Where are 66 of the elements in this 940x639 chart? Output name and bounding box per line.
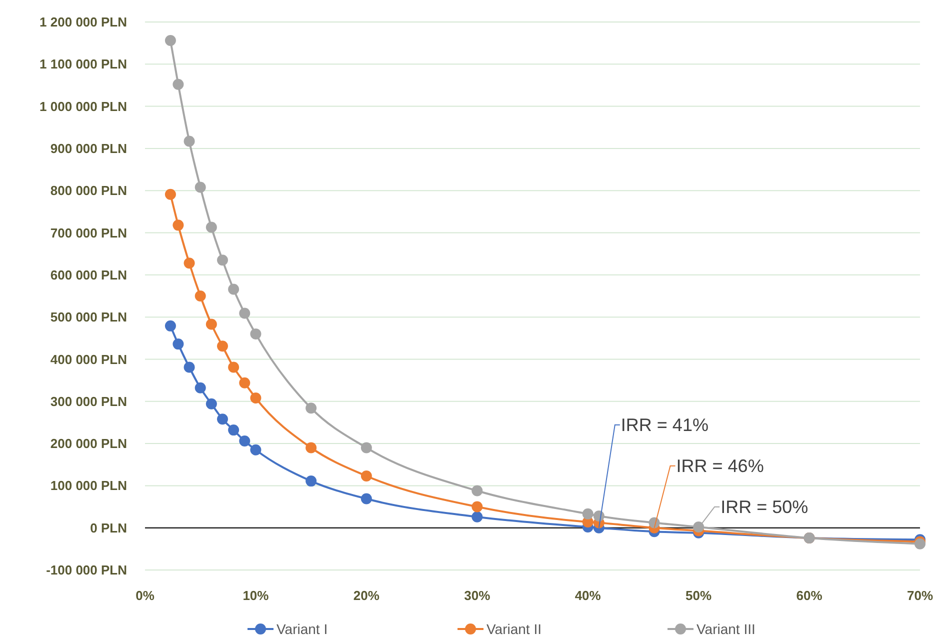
y-tick-label: 0 PLN [90, 520, 127, 536]
annotation: IRR = 50% [720, 497, 808, 518]
point [250, 328, 262, 340]
y-tick-label: 800 000 PLN [50, 183, 127, 198]
point [164, 35, 176, 46]
point [582, 508, 594, 520]
y-tick-label: 1 200 000 PLN [40, 14, 127, 30]
y-tick-label: -100 000 PLN [46, 562, 127, 578]
point [239, 377, 250, 388]
point [217, 414, 228, 425]
point [228, 284, 240, 295]
point [172, 78, 184, 90]
point [172, 220, 184, 231]
point [306, 442, 317, 454]
y-tick-label: 1 100 000 PLN [40, 56, 127, 72]
point [228, 362, 240, 373]
x-tick-label: 40% [574, 588, 602, 603]
y-tick-label: 700 000 PLN [50, 225, 127, 240]
point [194, 182, 206, 193]
point [206, 398, 217, 410]
point [206, 318, 217, 330]
point [360, 442, 372, 454]
point [164, 188, 176, 200]
point [206, 222, 217, 233]
annotation: IRR = 46% [676, 456, 764, 476]
point [360, 470, 372, 482]
x-tick-label: 70% [906, 588, 934, 603]
y-tick-label: 100 000 PLN [50, 478, 127, 494]
point [217, 340, 228, 352]
y-tick-label: 900 000 PLN [50, 141, 127, 156]
point [194, 290, 206, 302]
point [184, 136, 195, 147]
x-tick-label: 60% [796, 588, 823, 603]
x-tick-label: 50% [686, 588, 712, 603]
y-tick-label: 200 000 PLN [50, 436, 127, 452]
point [306, 402, 317, 414]
point [194, 382, 206, 394]
point [172, 338, 184, 350]
y-tick-label: 500 000 PLN [50, 310, 127, 325]
x-tick-label: 20% [353, 588, 380, 603]
point [217, 254, 228, 266]
point [472, 501, 483, 512]
y-tick-label: 400 000 PLN [50, 352, 127, 367]
point [184, 258, 195, 269]
point [472, 511, 483, 522]
y-tick-label: 300 000 PLN [50, 394, 127, 409]
point [184, 362, 195, 373]
point [472, 485, 483, 496]
point [239, 436, 250, 447]
point [164, 320, 176, 332]
annotation: IRR = 41% [620, 415, 708, 436]
point [306, 476, 317, 487]
point [250, 392, 262, 404]
point [360, 493, 372, 504]
point [239, 308, 250, 319]
point [228, 424, 240, 436]
legend-label: Variant III [696, 620, 756, 637]
x-tick-label: 30% [464, 588, 491, 603]
point [693, 522, 704, 533]
x-tick-label: 10% [242, 588, 270, 603]
y-tick-label: 600 000 PLN [50, 267, 127, 282]
legend-label: Variant I [276, 620, 328, 637]
point [250, 444, 262, 456]
x-tick-label: 0% [136, 588, 155, 603]
y-tick-label: 1 000 000 PLN [40, 98, 127, 114]
legend-label: Variant II [486, 620, 542, 637]
